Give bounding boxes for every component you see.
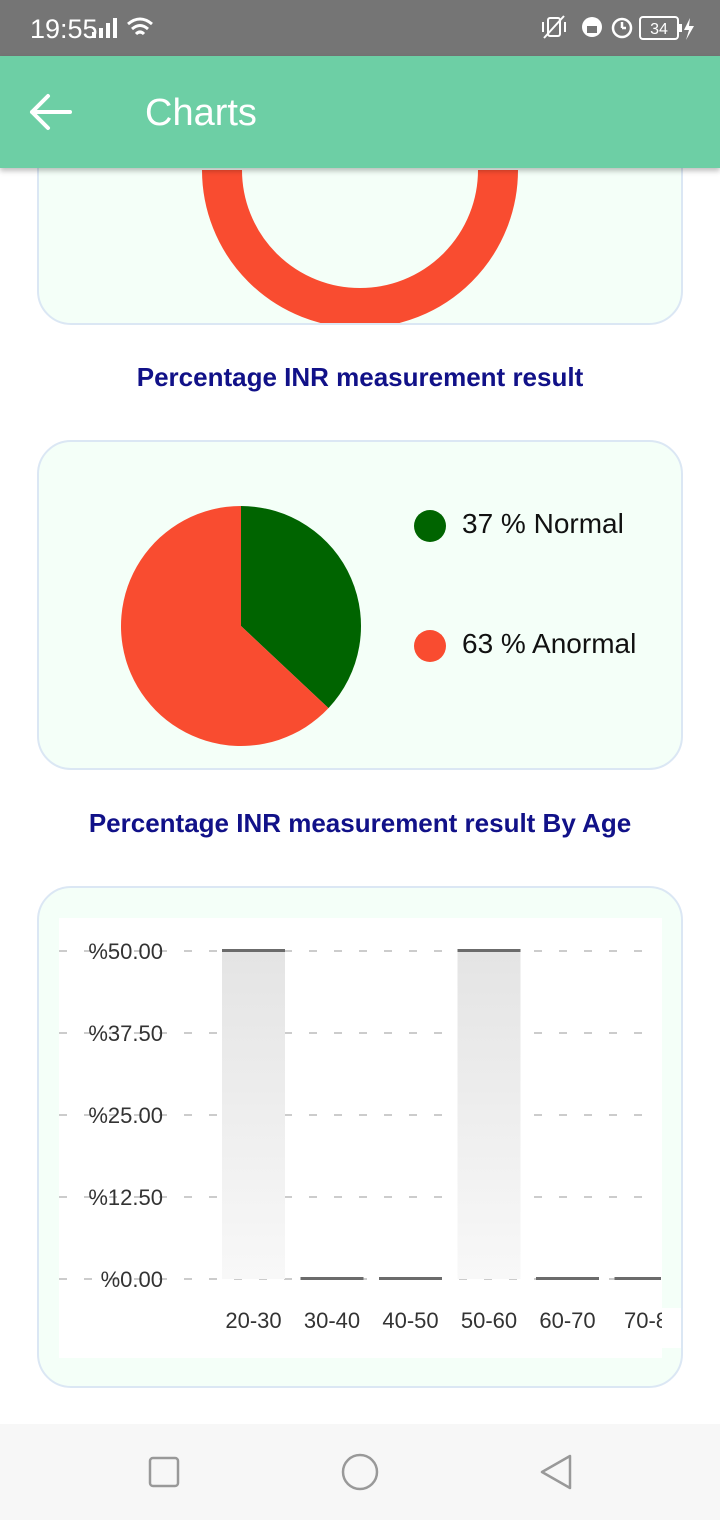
bar-section-title: Percentage INR measurement result By Age — [88, 808, 632, 838]
arrow-back-icon — [30, 94, 72, 130]
legend-anormal-label: 63 % Anormal — [462, 628, 637, 659]
x-tick-label-5: 70-8 — [624, 1308, 668, 1333]
bar-chart-card: %0.00 %12.50 %25.00 %37.50 %50.00 20-30 30-40 4… — [37, 886, 683, 1388]
donut-ring-arc — [202, 169, 518, 323]
bar-50-60 — [457, 951, 521, 1279]
y-tick-label-3: %37.50 — [88, 1021, 163, 1046]
donut-chart — [202, 169, 518, 323]
x-label-clip — [662, 1308, 682, 1348]
legend-anormal-dot — [414, 630, 446, 662]
vibrate-icon — [542, 15, 566, 39]
signal-icon — [92, 18, 117, 38]
x-tick-label-1: 30-40 — [304, 1308, 360, 1333]
battery-level: 34 — [650, 21, 668, 38]
back-triangle-icon — [540, 1454, 572, 1490]
plot-area — [59, 918, 662, 1358]
status-time: 19:55 — [30, 14, 98, 44]
pie-chart — [121, 506, 362, 746]
x-tick-label-2: 40-50 — [382, 1308, 438, 1333]
bar-cap-40-50 — [379, 1277, 442, 1280]
back-button[interactable] — [22, 84, 86, 140]
x-tick-label-3: 50-60 — [461, 1308, 517, 1333]
bar-cap-50-60 — [457, 949, 521, 952]
bar-cap-70-8 — [614, 1277, 661, 1280]
home-icon — [341, 1453, 379, 1491]
x-tick-label-0: 20-30 — [225, 1308, 281, 1333]
pie-slice-1 — [121, 506, 329, 746]
y-tick-label-0: %0.00 — [101, 1267, 163, 1292]
charging-icon — [684, 18, 694, 40]
status-bar: 19:55 34 — [0, 0, 720, 56]
recent-apps-button[interactable] — [140, 1448, 188, 1496]
pie-section-title: Percentage INR measurement result — [136, 362, 584, 392]
bar-chart: %0.00 %12.50 %25.00 %37.50 %50.00 20-30 30-40 4… — [59, 918, 682, 1358]
back-nav-button[interactable] — [532, 1448, 580, 1496]
bar-cap-60-70 — [536, 1277, 599, 1280]
recent-apps-icon — [148, 1456, 180, 1488]
y-tick-label-1: %12.50 — [88, 1185, 163, 1210]
signal-wifi-icons — [92, 17, 153, 38]
home-button[interactable] — [336, 1448, 384, 1496]
x-tick-label-4: 60-70 — [539, 1308, 595, 1333]
y-tick-label-4: %50.00 — [88, 939, 163, 964]
alarm-icon — [611, 17, 633, 39]
bar-cap-30-40 — [300, 1277, 364, 1280]
legend-normal-label: 37 % Normal — [462, 508, 624, 539]
page-title: Charts — [145, 92, 257, 134]
legend-normal-dot — [414, 510, 446, 542]
pie-chart-card: 37 % Normal 63 % Anormal — [37, 440, 683, 770]
wifi-icon — [127, 17, 153, 36]
lock-icon — [582, 17, 602, 37]
app-bar: Charts — [0, 56, 720, 168]
bar-cap-20-30 — [222, 949, 285, 952]
pie-slice-0 — [241, 506, 362, 709]
navigation-bar — [0, 1424, 720, 1520]
battery-icon: 34 — [639, 16, 682, 40]
y-tick-label-2: %25.00 — [88, 1103, 163, 1128]
bar-20-30 — [222, 951, 285, 1279]
system-icons: 34 — [542, 15, 694, 40]
